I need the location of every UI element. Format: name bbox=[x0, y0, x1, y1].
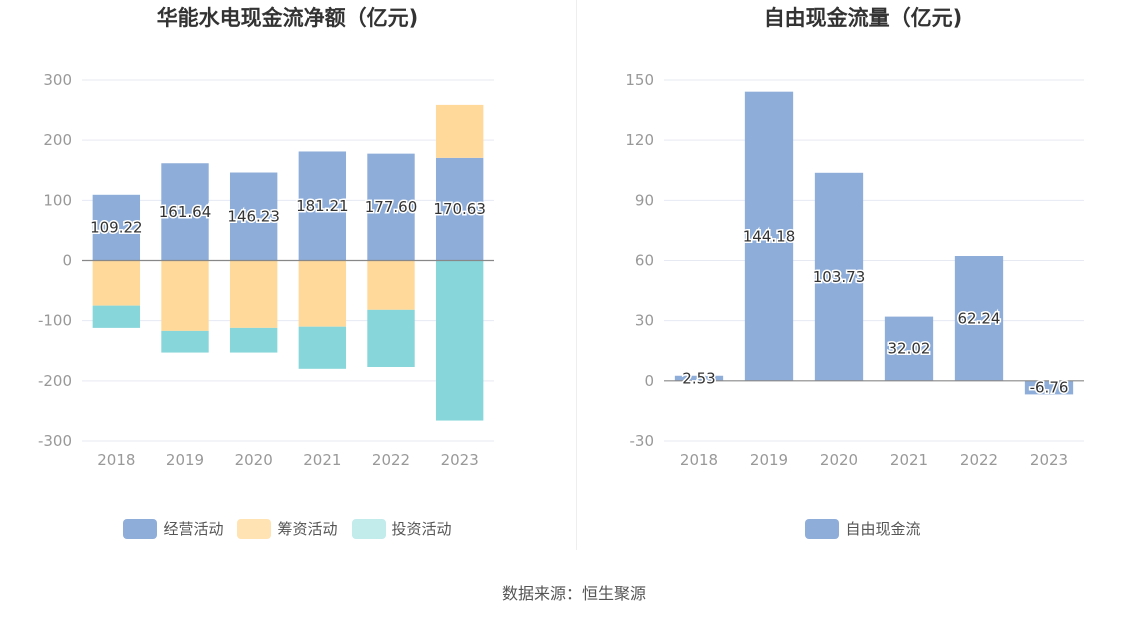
fcf-chart-panel: 自由现金流量（亿元) 150 120 90 60 30 0 -30 2018 2019 2020 2… bbox=[578, 0, 1148, 560]
cashflow-chart-panel: 华能水电现金流净额（亿元) 300 200 100 0 -100 -200 -300 2018… bbox=[0, 0, 575, 560]
bar bbox=[435, 260, 484, 421]
bar bbox=[367, 309, 415, 367]
y-tick-label: 100 bbox=[43, 191, 72, 209]
y-tick-label: -300 bbox=[38, 432, 72, 450]
legend-swatch bbox=[805, 518, 840, 539]
x-tick-label: 2018 bbox=[680, 451, 718, 469]
cashflow-chart-svg: 300 200 100 0 -100 -200 -300 2018 2019 2020 2021 20… bbox=[38, 71, 494, 469]
legend-item[interactable]: 筹资活动 bbox=[237, 518, 338, 539]
y-tick-label: 200 bbox=[43, 131, 72, 149]
legend-item[interactable]: 经营活动 bbox=[123, 518, 223, 539]
data-label: 181.21 bbox=[296, 197, 349, 215]
y-tick-label: -100 bbox=[38, 312, 72, 330]
fcf-chart-title: 自由现金流量（亿元) bbox=[763, 6, 963, 30]
bar bbox=[884, 316, 934, 381]
panel-divider bbox=[576, 0, 577, 550]
data-label: 32.02 bbox=[888, 340, 931, 358]
bar bbox=[92, 305, 141, 328]
legend-label: 经营活动 bbox=[163, 520, 224, 538]
x-tick-label: 2022 bbox=[372, 451, 410, 469]
legend-label: 筹资活动 bbox=[277, 520, 338, 538]
x-tick-label: 2023 bbox=[1030, 451, 1068, 469]
bar bbox=[161, 260, 209, 331]
data-label: 62.24 bbox=[958, 309, 1001, 327]
data-label: 177.60 bbox=[365, 198, 418, 216]
bar bbox=[435, 104, 484, 158]
x-tick-label: 2022 bbox=[960, 451, 998, 469]
legend-label: 自由现金流 bbox=[845, 520, 921, 538]
legend-swatch bbox=[123, 518, 158, 539]
cashflow-legend: 经营活动 筹资活动 投资活动 bbox=[0, 518, 575, 539]
legend-swatch bbox=[237, 518, 272, 539]
bar bbox=[954, 256, 1004, 381]
bar bbox=[92, 194, 141, 261]
y-tick-label: -200 bbox=[38, 372, 72, 390]
legend-label: 投资活动 bbox=[391, 520, 452, 538]
bar bbox=[229, 260, 278, 328]
x-tick-label: 2019 bbox=[750, 451, 788, 469]
data-label: 109.22 bbox=[90, 219, 143, 237]
legend-item[interactable]: 自由现金流 bbox=[805, 518, 921, 539]
bar bbox=[1024, 380, 1074, 395]
fcf-chart-svg: 150 120 90 60 30 0 -30 2018 2019 2020 2021 2022 2023… bbox=[625, 71, 1084, 469]
x-tick-label: 2018 bbox=[97, 451, 135, 469]
bar bbox=[674, 375, 724, 381]
data-label: 170.63 bbox=[433, 200, 486, 218]
y-tick-label: -30 bbox=[630, 432, 655, 450]
bar bbox=[161, 163, 209, 261]
x-tick-label: 2021 bbox=[303, 451, 341, 469]
y-tick-label: 0 bbox=[644, 372, 654, 390]
y-tick-label: 60 bbox=[635, 252, 654, 270]
y-tick-label: 120 bbox=[625, 131, 654, 149]
data-label: -6.76 bbox=[1030, 379, 1069, 397]
bar bbox=[367, 153, 415, 261]
bar bbox=[298, 326, 347, 369]
y-tick-label: 300 bbox=[43, 71, 72, 89]
legend-swatch bbox=[351, 518, 386, 539]
y-tick-label: 90 bbox=[635, 191, 654, 209]
data-label: 2.53 bbox=[682, 369, 715, 387]
data-label: 103.73 bbox=[813, 268, 866, 286]
y-tick-label: 0 bbox=[62, 252, 72, 270]
legend-item[interactable]: 投资活动 bbox=[351, 518, 452, 539]
y-tick-label: 30 bbox=[635, 312, 654, 330]
data-label: 161.64 bbox=[159, 203, 212, 221]
data-source-note: 数据来源：恒生聚源 bbox=[501, 584, 646, 603]
bar bbox=[814, 172, 864, 381]
bar bbox=[229, 172, 278, 261]
x-tick-label: 2019 bbox=[166, 451, 204, 469]
cashflow-chart-title: 华能水电现金流净额（亿元) bbox=[156, 6, 419, 30]
x-tick-label: 2023 bbox=[441, 451, 479, 469]
fcf-legend: 自由现金流 bbox=[578, 518, 1148, 539]
bar bbox=[92, 260, 141, 306]
bar bbox=[161, 330, 209, 353]
bar bbox=[229, 327, 278, 353]
data-label: 144.18 bbox=[743, 227, 796, 245]
y-tick-label: 150 bbox=[625, 71, 654, 89]
x-tick-label: 2020 bbox=[820, 451, 858, 469]
bar bbox=[744, 91, 794, 381]
bar bbox=[435, 157, 484, 261]
bar bbox=[298, 260, 347, 327]
bar bbox=[298, 151, 347, 261]
data-label: 146.23 bbox=[227, 208, 280, 226]
x-tick-label: 2020 bbox=[235, 451, 273, 469]
bar bbox=[367, 260, 415, 310]
x-tick-label: 2021 bbox=[890, 451, 928, 469]
